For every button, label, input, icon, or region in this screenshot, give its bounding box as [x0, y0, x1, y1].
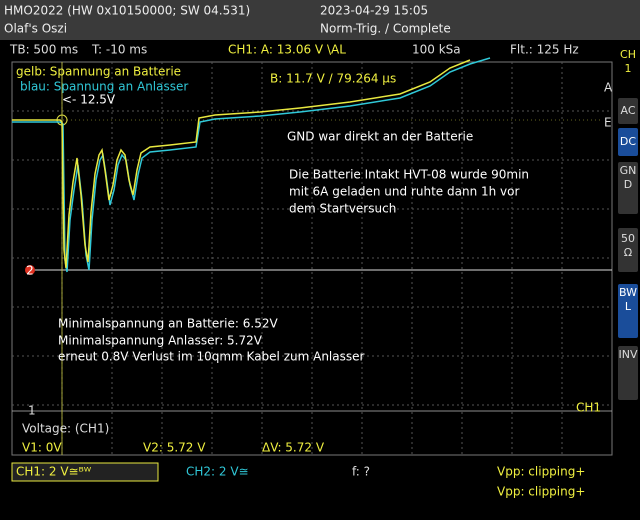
note-battery: Die Batterie Intakt HVT-08 wurde 90min [289, 168, 529, 182]
side-button[interactable]: INV [618, 346, 638, 400]
ref-2: 2 [26, 264, 34, 278]
marker-a: A [604, 81, 613, 95]
ch1-label: CH1 [576, 401, 601, 415]
side-button[interactable]: DC [618, 128, 638, 156]
note-battery: mit 6A geladen und ruhte dann 1h vor [289, 185, 519, 199]
measure-dv: ΔV: 5.72 V [262, 441, 325, 455]
footer-ch1: CH1: 2 V≅ᴮᵂ [16, 465, 92, 479]
trigger-state: Norm-Trig. / Complete [320, 22, 451, 36]
footer-vpp: Vpp: clipping+ [497, 465, 585, 479]
note-battery: dem Startversuch [289, 202, 396, 216]
measure-v1: V1: 0V [22, 441, 62, 455]
marker-note: <- 12.5V [62, 93, 116, 107]
owner: Olaf's Oszi [4, 22, 67, 36]
footer-freq: f: ? [352, 465, 370, 479]
footer-ch2: CH2: 2 V≅ [186, 465, 249, 479]
side-button[interactable]: 50 Ω [618, 228, 638, 272]
trigger: CH1: A: 13.06 V \AL [228, 43, 346, 57]
note-gnd: GND war direkt an der Batterie [287, 130, 473, 144]
legend-blue: blau: Spannung an Anlasser [20, 80, 188, 94]
trace-yellow [12, 59, 471, 269]
note-min: Minimalspannung an Batterie: 6.52V [58, 317, 278, 331]
side-button[interactable]: AC [618, 98, 638, 124]
ch1-box [11, 462, 159, 482]
measure-v2: V2: 5.72 V [143, 441, 206, 455]
side-channel: CH1 [618, 48, 638, 76]
footer-vpp: Vpp: clipping+ [497, 485, 585, 499]
device: HMO2022 (HW 0x10150000; SW 04.531) [4, 4, 250, 18]
note-min: Minimalspannung Anlasser: 5.72V [58, 334, 263, 348]
trace-blue [12, 57, 491, 273]
side-button[interactable]: BWL [618, 284, 638, 338]
measure-title: Voltage: (CH1) [22, 422, 109, 436]
cursor-b: B: 11.7 V / 79.264 µs [270, 72, 396, 86]
legend-yellow: gelb: Spannung an Batterie [16, 65, 181, 79]
grid [11, 61, 613, 456]
marker-e: E [604, 116, 612, 130]
trigger-time: T: -10 ms [91, 43, 147, 57]
note-min: erneut 0.8V Verlust im 10qmm Kabel zum A… [58, 350, 365, 364]
filter: Flt.: 125 Hz [510, 43, 579, 57]
samplerate: 100 kSa [412, 43, 461, 57]
header-bar [0, 0, 640, 40]
timebase: TB: 500 ms [9, 43, 78, 57]
datetime: 2023-04-29 15:05 [320, 4, 428, 18]
side-button[interactable]: GND [618, 162, 638, 214]
ref-2-badge [25, 265, 35, 275]
ref-1: 1 [28, 404, 36, 418]
